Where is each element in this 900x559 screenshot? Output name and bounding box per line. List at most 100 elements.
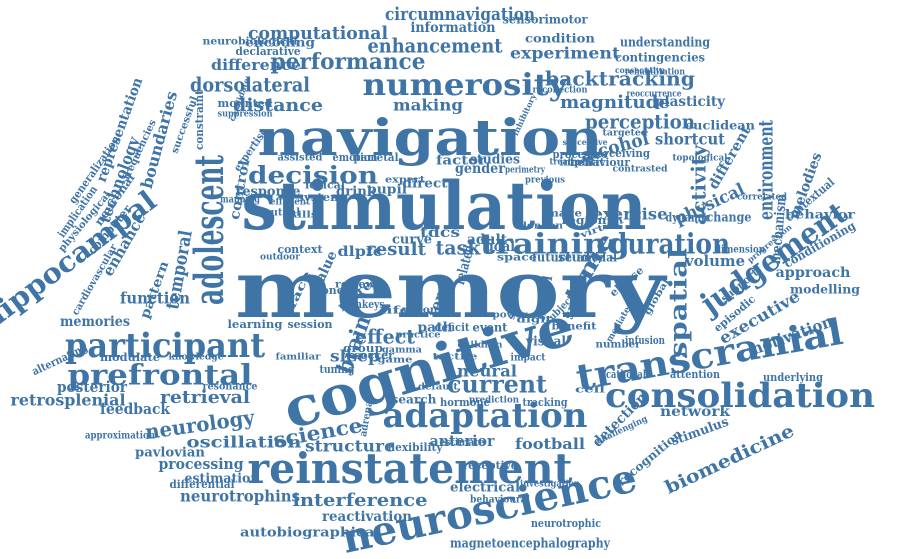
cloud-word-shortcut: shortcut (655, 130, 726, 149)
cloud-word-environment: environment (754, 119, 778, 220)
cloud-word-emotion: emotion (333, 151, 378, 164)
cloud-word-neural: neural (457, 362, 517, 381)
cloud-word-monkeys: monkeys (340, 298, 385, 311)
cloud-word-impact: impact (511, 353, 546, 364)
cloud-word-mounted: mounted (218, 97, 273, 110)
cloud-word-assisted: assisted (278, 153, 323, 164)
cloud-word-information: information (411, 20, 496, 36)
cloud-word-structure: structure (305, 437, 395, 456)
cloud-word-drink: drink (336, 185, 377, 200)
cloud-word-region: region (562, 214, 607, 227)
cloud-word-resonance: resonance (203, 382, 258, 393)
cloud-word-dlpfc: dlpfc (338, 244, 383, 260)
cloud-word-tuning: tuning (320, 363, 355, 376)
cloud-word-electrical: electrical (450, 481, 520, 496)
cloud-word-numerosity: numerosity (363, 68, 570, 103)
cloud-word-performance: performance (271, 49, 426, 75)
cloud-word-retrieval: retrieval (160, 387, 250, 408)
cloud-word-money: money (310, 284, 351, 297)
cloud-word-memories: memories (60, 314, 130, 330)
cloud-word-anodal: anodal (577, 251, 617, 265)
cloud-word-sensorimotor: sensorimotor (503, 13, 589, 27)
cloud-word-making: making (393, 96, 463, 115)
cloud-word-adaptation: adaptation (383, 396, 588, 436)
cloud-word-learning: learning (228, 318, 283, 331)
cloud-word-prediction: prediction (469, 396, 519, 406)
cloud-word-difference: difference (211, 56, 301, 74)
cloud-word-effect: effect (355, 325, 416, 349)
cloud-word-outdoor: outdoor (260, 253, 300, 263)
cloud-word-dynamic: dynamic (666, 211, 711, 225)
cloud-word-knowledge: knowledge (169, 353, 224, 363)
cloud-word-constraint: constraint (193, 89, 206, 150)
cloud-word-result: result (366, 239, 427, 260)
cloud-word-image: image (542, 209, 582, 220)
cloud-word-feedback: feedback (100, 400, 171, 418)
cloud-word-dimension: dimension (715, 245, 766, 256)
cloud-word-navigation: navigation (258, 108, 603, 167)
cloud-word-default: default (418, 383, 459, 393)
cloud-word-factor: factor (436, 154, 486, 169)
cloud-word-group: group (343, 342, 383, 355)
cloud-word-review: review (335, 280, 375, 291)
cloud-word-perception: perception (585, 110, 695, 134)
cloud-word-soccer: soccer (354, 349, 394, 362)
cloud-word-implicit: implicit (560, 158, 605, 169)
cloud-word-processes: processes (553, 148, 608, 161)
cloud-word-behaviour: behaviour (570, 156, 630, 169)
cloud-word-perceiving: perceiving (590, 147, 650, 160)
cloud-word-approximation: approximation (85, 431, 156, 442)
cloud-word-targeted: targeted (603, 129, 649, 139)
cloud-word-expert: expert (385, 176, 426, 186)
cloud-word-behavior: behavior (785, 208, 856, 222)
cloud-word-life: life (380, 306, 410, 317)
cloud-word-response: response (236, 185, 301, 200)
cloud-word-successive: successive (563, 137, 608, 147)
cloud-word-future: future (532, 251, 572, 266)
cloud-word-attention: attention (670, 368, 720, 381)
cloud-word-reinstatement: reinstatement (248, 444, 574, 493)
cloud-word-backtracking: backtracking (545, 67, 695, 91)
cloud-word-receptive: receptive (463, 459, 518, 472)
cloud-word-cell: cell (575, 386, 606, 396)
cloud-word-modulate: modulate (100, 351, 160, 364)
cloud-word-path: path (418, 321, 454, 336)
cloud-word-football: football (515, 435, 585, 453)
cloud-word-skills: skills (283, 211, 318, 221)
cloud-word-study: study (558, 251, 598, 266)
cloud-word-function: function (120, 289, 190, 308)
cloud-word-vision: vision (401, 306, 438, 316)
cloud-word-children: children (458, 341, 503, 351)
cloud-word-investigation: investigation (520, 480, 580, 490)
cloud-word-magnetoencephalography: magnetoencephalography (450, 537, 610, 552)
cloud-word-recollection: recollection (533, 86, 588, 96)
cloud-word-processing: processing (159, 455, 244, 473)
cloud-word-perimetry: perimetry (505, 166, 546, 176)
cloud-word-gender: gender (455, 161, 506, 177)
cloud-word-goal: goal (485, 239, 515, 255)
cloud-word-understanding: understanding (620, 36, 710, 51)
cloud-word-activity: activity (687, 144, 711, 225)
cloud-word-dorsolateral: dorsolateral (190, 73, 310, 97)
cloud-word-london: london (523, 222, 564, 232)
cloud-word-experiment: experiment (510, 44, 621, 63)
cloud-word-neurotrophins: neurotrophins (180, 487, 300, 506)
cloud-word-cathodal: cathodal (606, 368, 646, 381)
cloud-word-consecutive: consecutive (615, 65, 665, 75)
cloud-word-volume: volume (684, 252, 745, 270)
cloud-word-parietal: parietal (354, 151, 399, 164)
cloud-word-neurobiological: neurobiological (203, 37, 298, 48)
cloud-word-pavlovian: pavlovian (135, 446, 206, 461)
cloud-word-consolidation: consolidation (605, 376, 875, 416)
cloud-word-practice: practice (396, 331, 441, 341)
cloud-word-mutual: mutual (260, 208, 300, 219)
cloud-word-treatment: treatment (550, 158, 596, 168)
cloud-word-topological: topological (673, 154, 729, 164)
cloud-word-contrasted: contrasted (613, 165, 669, 175)
cloud-word-adolescent: adolescent (186, 155, 233, 305)
cloud-word-suppression: suppression (218, 110, 273, 120)
cloud-word-rehabilitation: rehabilitation (625, 68, 685, 78)
cloud-word-event: event (473, 321, 508, 335)
